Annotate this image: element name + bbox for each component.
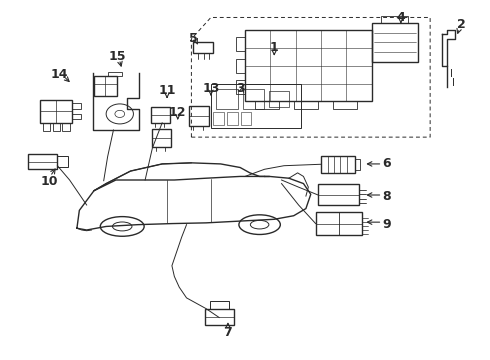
Bar	[236, 37, 245, 51]
Bar	[216, 89, 238, 109]
Bar	[211, 84, 301, 128]
Text: 13: 13	[202, 82, 220, 95]
Bar	[52, 123, 60, 131]
Bar	[62, 123, 70, 131]
Bar	[381, 17, 408, 23]
Bar	[294, 102, 318, 109]
Text: 8: 8	[382, 190, 391, 203]
Bar	[243, 89, 265, 109]
Bar	[205, 309, 234, 325]
Bar	[372, 23, 418, 62]
Bar	[28, 154, 57, 169]
Bar	[227, 112, 238, 125]
Bar	[241, 112, 251, 125]
Bar	[108, 72, 122, 76]
Text: 3: 3	[236, 82, 245, 95]
Text: 11: 11	[158, 84, 176, 97]
Bar	[43, 123, 50, 131]
Bar	[57, 157, 68, 167]
Bar	[320, 156, 355, 173]
Text: 15: 15	[109, 50, 126, 63]
Text: 12: 12	[169, 105, 187, 119]
Bar	[193, 42, 213, 53]
Text: 7: 7	[223, 327, 232, 339]
Text: 6: 6	[382, 157, 391, 170]
Bar	[255, 102, 279, 109]
Bar	[318, 184, 360, 205]
Bar	[152, 129, 171, 147]
Bar	[151, 107, 170, 123]
Text: 9: 9	[382, 218, 391, 231]
Text: 1: 1	[270, 41, 279, 54]
Bar	[355, 158, 361, 170]
Bar	[236, 59, 245, 73]
Ellipse shape	[239, 215, 280, 234]
Text: 14: 14	[50, 68, 68, 81]
Text: 10: 10	[40, 175, 58, 188]
Text: 2: 2	[458, 18, 466, 31]
Bar	[270, 91, 289, 107]
Bar	[333, 102, 357, 109]
Bar	[210, 301, 229, 309]
Bar	[72, 103, 81, 109]
Bar	[72, 114, 81, 119]
Bar	[245, 30, 372, 102]
Bar	[316, 212, 362, 235]
Text: 5: 5	[190, 32, 198, 45]
Bar	[213, 112, 224, 125]
Bar	[189, 106, 209, 126]
Text: 4: 4	[396, 11, 405, 24]
Bar	[94, 76, 117, 96]
Bar	[40, 100, 72, 123]
Bar	[236, 80, 245, 94]
Ellipse shape	[100, 217, 144, 236]
